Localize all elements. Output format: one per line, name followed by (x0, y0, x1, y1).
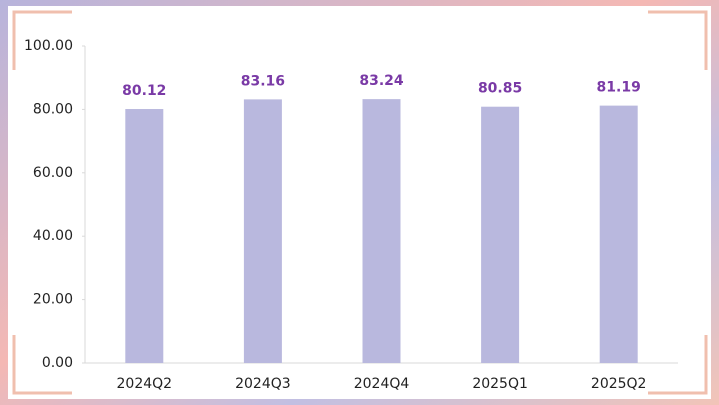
x-tick-label: 2025Q1 (472, 376, 528, 392)
bar (125, 109, 164, 364)
y-tick-label: 0.00 (42, 355, 73, 371)
value-label: 81.19 (597, 80, 641, 96)
value-label: 83.16 (241, 73, 285, 89)
x-tick-label: 2024Q3 (235, 376, 291, 392)
y-tick-label: 20.00 (33, 292, 73, 308)
x-tick-label: 2025Q2 (591, 376, 647, 392)
x-tick-label: 2024Q2 (117, 376, 173, 392)
value-label: 80.12 (122, 83, 166, 99)
bar (362, 99, 401, 363)
x-tick-label: 2024Q4 (354, 376, 410, 392)
bar (481, 106, 520, 363)
value-label: 80.85 (478, 81, 522, 97)
corner-brackets (12, 10, 708, 395)
y-tick-label: 80.00 (33, 101, 73, 117)
y-tick-label: 100.00 (24, 38, 73, 54)
y-tick-label: 40.00 (33, 228, 73, 244)
y-tick-label: 60.00 (33, 165, 73, 181)
value-label: 83.24 (359, 73, 404, 89)
panel (8, 6, 711, 399)
bar (243, 99, 282, 363)
bar (599, 105, 638, 364)
